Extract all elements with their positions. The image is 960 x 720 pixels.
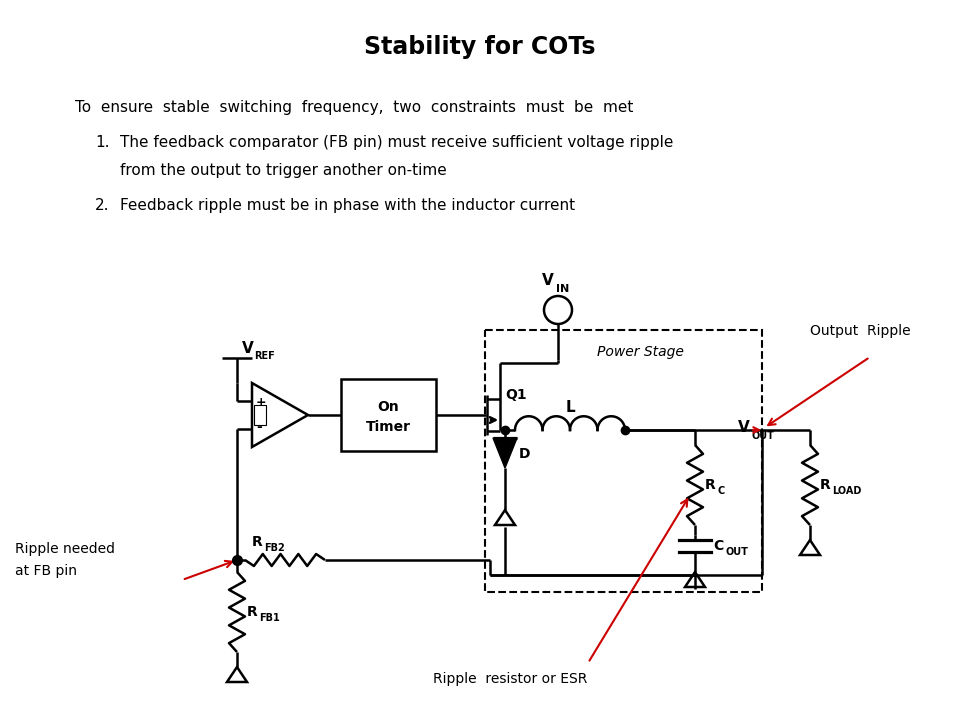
Text: 2.: 2. xyxy=(95,198,109,213)
Text: OUT: OUT xyxy=(725,547,748,557)
Text: from the output to trigger another on-time: from the output to trigger another on-ti… xyxy=(120,163,446,178)
Text: Output  Ripple: Output Ripple xyxy=(810,324,911,338)
Text: IN: IN xyxy=(556,284,569,294)
Text: Q1: Q1 xyxy=(505,388,527,402)
Text: V: V xyxy=(738,420,750,436)
Text: To  ensure  stable  switching  frequency,  two  constraints  must  be  met: To ensure stable switching frequency, tw… xyxy=(75,100,634,115)
Text: FB2: FB2 xyxy=(264,543,285,553)
Text: R: R xyxy=(820,478,830,492)
Text: C: C xyxy=(713,539,723,553)
Text: V: V xyxy=(242,341,253,356)
Text: Feedback ripple must be in phase with the inductor current: Feedback ripple must be in phase with th… xyxy=(120,198,575,213)
Text: R: R xyxy=(705,478,716,492)
Bar xyxy=(341,379,436,451)
Text: 1.: 1. xyxy=(95,135,109,150)
Text: L: L xyxy=(565,400,575,415)
Text: R: R xyxy=(252,535,263,549)
Text: Stability for COTs: Stability for COTs xyxy=(364,35,596,59)
Text: V: V xyxy=(542,273,554,288)
Text: C: C xyxy=(717,486,724,496)
Text: The feedback comparator (FB pin) must receive sufficient voltage ripple: The feedback comparator (FB pin) must re… xyxy=(120,135,673,150)
Text: FB1: FB1 xyxy=(259,613,279,623)
Text: -: - xyxy=(256,420,262,434)
Text: LOAD: LOAD xyxy=(832,486,861,496)
Polygon shape xyxy=(493,438,517,468)
Text: D: D xyxy=(519,447,531,461)
Text: REF: REF xyxy=(254,351,275,361)
Text: at FB pin: at FB pin xyxy=(15,564,77,578)
Text: +: + xyxy=(256,397,267,410)
Text: OUT: OUT xyxy=(752,431,775,441)
Text: On: On xyxy=(377,400,398,414)
Text: Power Stage: Power Stage xyxy=(596,345,684,359)
Bar xyxy=(485,330,762,592)
Text: R: R xyxy=(247,605,257,619)
Text: Timer: Timer xyxy=(366,420,411,434)
Bar xyxy=(254,405,266,425)
Text: Ripple  resistor or ESR: Ripple resistor or ESR xyxy=(433,672,588,686)
Text: Ripple needed: Ripple needed xyxy=(15,542,115,556)
